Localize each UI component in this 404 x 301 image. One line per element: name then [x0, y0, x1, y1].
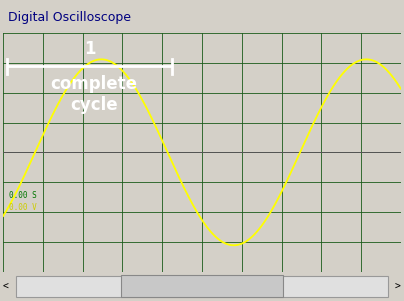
Text: Digital Oscilloscope: Digital Oscilloscope: [8, 11, 131, 24]
Text: <: <: [3, 281, 9, 291]
Text: complete
cycle: complete cycle: [50, 75, 137, 114]
Text: 0.00 S: 0.00 S: [9, 191, 37, 200]
FancyBboxPatch shape: [16, 276, 388, 296]
Text: 0.00 V: 0.00 V: [9, 203, 37, 212]
FancyBboxPatch shape: [121, 275, 283, 297]
Text: 1: 1: [84, 40, 95, 58]
Text: >: >: [395, 281, 401, 291]
